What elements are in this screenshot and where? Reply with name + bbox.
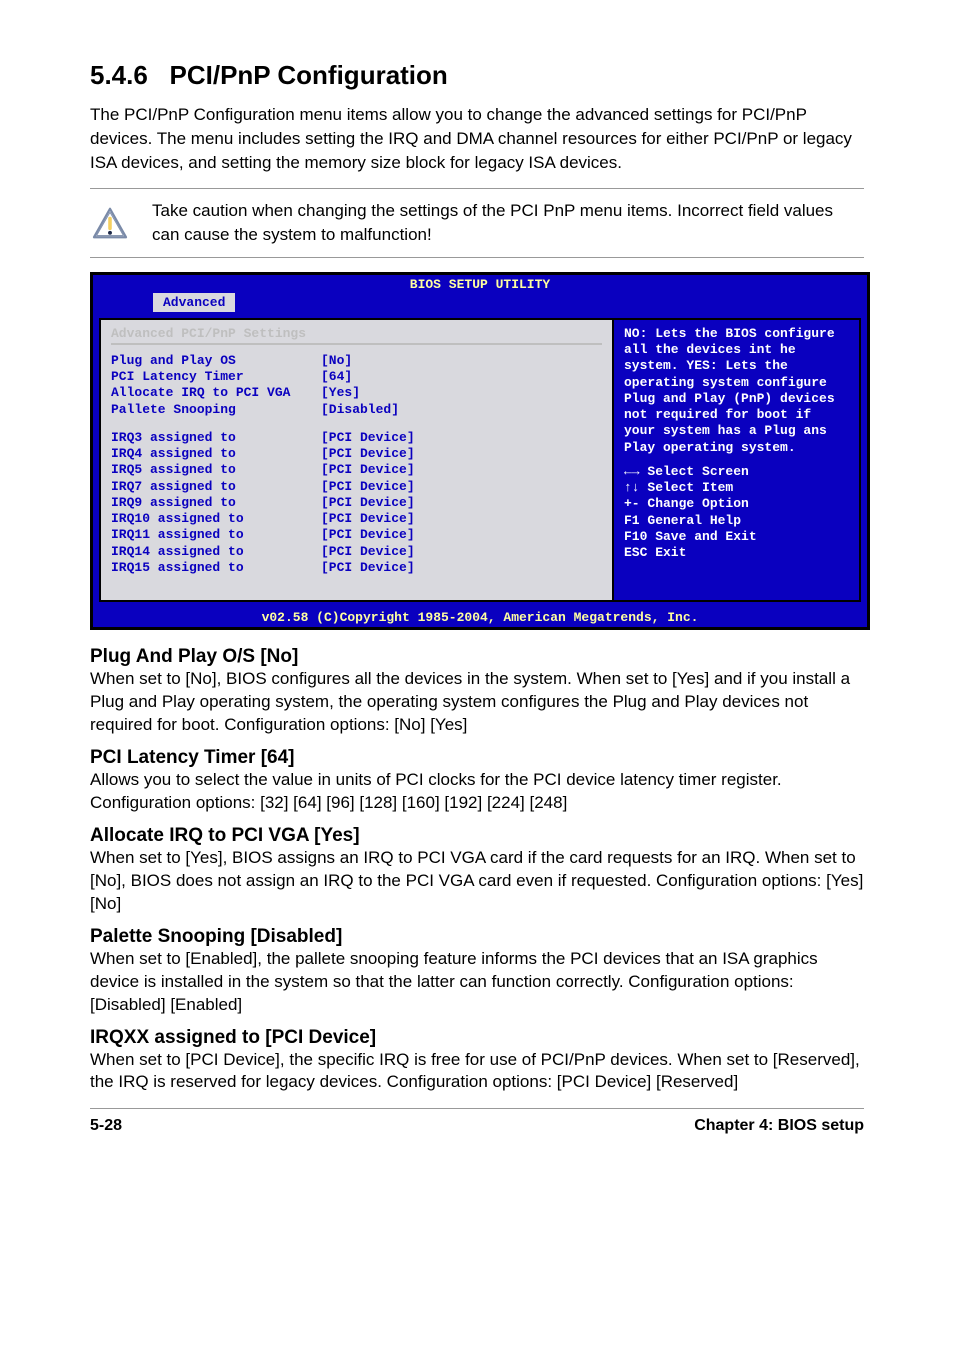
bios-setting-value[interactable]: [PCI Device] — [321, 462, 415, 478]
bios-setting-row[interactable]: Allocate IRQ to PCI VGA[Yes] — [111, 385, 602, 401]
bios-help-text: NO: Lets the BIOS configure all the devi… — [624, 326, 849, 456]
bios-setting-row[interactable]: PCI Latency Timer[64] — [111, 369, 602, 385]
bios-nav-hint: ↑↓ Select Item — [624, 480, 849, 496]
bios-setting-value[interactable]: [Disabled] — [321, 402, 399, 418]
warning-callout: Take caution when changing the settings … — [90, 188, 864, 258]
bios-utility: BIOS SETUP UTILITY Advanced Advanced PCI… — [90, 272, 870, 630]
bios-setting-row[interactable]: IRQ10 assigned to[PCI Device] — [111, 511, 602, 527]
bios-setting-row[interactable]: IRQ15 assigned to[PCI Device] — [111, 560, 602, 576]
config-item-text: Allows you to select the value in units … — [90, 769, 864, 815]
config-item-heading: IRQXX assigned to [PCI Device] — [90, 1027, 864, 1049]
bios-setting-label: IRQ11 assigned to — [111, 527, 321, 543]
bios-setting-label: PCI Latency Timer — [111, 369, 321, 385]
config-item-text: When set to [Enabled], the pallete snoop… — [90, 948, 864, 1017]
config-item-heading: Allocate IRQ to PCI VGA [Yes] — [90, 825, 864, 847]
bios-setting-row[interactable]: IRQ5 assigned to[PCI Device] — [111, 462, 602, 478]
bios-setting-value[interactable]: [PCI Device] — [321, 495, 415, 511]
bios-nav-hint: ESC Exit — [624, 545, 849, 561]
chapter-label: Chapter 4: BIOS setup — [694, 1117, 864, 1135]
section-title: 5.4.6 PCI/PnP Configuration — [90, 60, 864, 91]
section-name: PCI/PnP Configuration — [170, 60, 448, 90]
bios-nav-hint: +- Change Option — [624, 496, 849, 512]
bios-setting-value[interactable]: [64] — [321, 369, 352, 385]
config-item-heading: Palette Snooping [Disabled] — [90, 926, 864, 948]
bios-setting-row[interactable]: Plug and Play OS[No] — [111, 353, 602, 369]
warning-text: Take caution when changing the settings … — [152, 199, 864, 247]
bios-right-panel: NO: Lets the BIOS configure all the devi… — [614, 318, 861, 602]
bios-setting-row[interactable]: Pallete Snooping[Disabled] — [111, 402, 602, 418]
bios-setting-value[interactable]: [PCI Device] — [321, 560, 415, 576]
config-item-heading: PCI Latency Timer [64] — [90, 747, 864, 769]
bios-title: BIOS SETUP UTILITY — [410, 277, 550, 292]
document-page: 5.4.6 PCI/PnP Configuration The PCI/PnP … — [0, 0, 954, 1175]
bios-setting-row[interactable]: IRQ9 assigned to[PCI Device] — [111, 495, 602, 511]
page-footer: 5-28 Chapter 4: BIOS setup — [90, 1108, 864, 1135]
bios-setting-value[interactable]: [No] — [321, 353, 352, 369]
bios-setting-row[interactable]: IRQ4 assigned to[PCI Device] — [111, 446, 602, 462]
bios-setting-row[interactable]: IRQ14 assigned to[PCI Device] — [111, 544, 602, 560]
bios-setting-label: IRQ10 assigned to — [111, 511, 321, 527]
page-number: 5-28 — [90, 1117, 122, 1135]
bios-setting-value[interactable]: [PCI Device] — [321, 527, 415, 543]
config-item-text: When set to [No], BIOS configures all th… — [90, 668, 864, 737]
bios-setting-value[interactable]: [PCI Device] — [321, 430, 415, 446]
config-item-text: When set to [Yes], BIOS assigns an IRQ t… — [90, 847, 864, 916]
bios-nav-hint: ←→ Select Screen — [624, 464, 849, 480]
bios-setting-label: IRQ5 assigned to — [111, 462, 321, 478]
section-intro: The PCI/PnP Configuration menu items all… — [90, 103, 864, 174]
bios-body: Advanced PCI/PnP Settings Plug and Play … — [93, 312, 867, 608]
bios-setting-row[interactable]: IRQ11 assigned to[PCI Device] — [111, 527, 602, 543]
warning-icon — [90, 207, 130, 239]
bios-setting-label: Plug and Play OS — [111, 353, 321, 369]
bios-setting-label: Allocate IRQ to PCI VGA — [111, 385, 321, 401]
bios-setting-label: IRQ9 assigned to — [111, 495, 321, 511]
bios-setting-label: IRQ4 assigned to — [111, 446, 321, 462]
bios-settings-title: Advanced PCI/PnP Settings — [111, 326, 602, 345]
config-item-heading: Plug And Play O/S [No] — [90, 646, 864, 668]
bios-setting-value[interactable]: [PCI Device] — [321, 479, 415, 495]
bios-header: BIOS SETUP UTILITY Advanced — [93, 275, 867, 312]
bios-nav-hint: F10 Save and Exit — [624, 529, 849, 545]
config-item-text: When set to [PCI Device], the specific I… — [90, 1049, 864, 1095]
bios-setting-label: IRQ7 assigned to — [111, 479, 321, 495]
bios-setting-value[interactable]: [PCI Device] — [321, 446, 415, 462]
bios-setting-label: IRQ14 assigned to — [111, 544, 321, 560]
bios-footer: v02.58 (C)Copyright 1985-2004, American … — [93, 608, 867, 627]
bios-setting-value[interactable]: [PCI Device] — [321, 511, 415, 527]
bios-setting-row[interactable]: IRQ7 assigned to[PCI Device] — [111, 479, 602, 495]
bios-setting-label: Pallete Snooping — [111, 402, 321, 418]
bios-setting-label: IRQ15 assigned to — [111, 560, 321, 576]
section-number: 5.4.6 — [90, 60, 148, 90]
bios-setting-label: IRQ3 assigned to — [111, 430, 321, 446]
bios-setting-value[interactable]: [Yes] — [321, 385, 360, 401]
bios-tab-advanced[interactable]: Advanced — [153, 293, 235, 312]
bios-setting-value[interactable]: [PCI Device] — [321, 544, 415, 560]
bios-left-panel: Advanced PCI/PnP Settings Plug and Play … — [99, 318, 614, 602]
bios-setting-row[interactable]: IRQ3 assigned to[PCI Device] — [111, 430, 602, 446]
bios-nav-hint: F1 General Help — [624, 513, 849, 529]
